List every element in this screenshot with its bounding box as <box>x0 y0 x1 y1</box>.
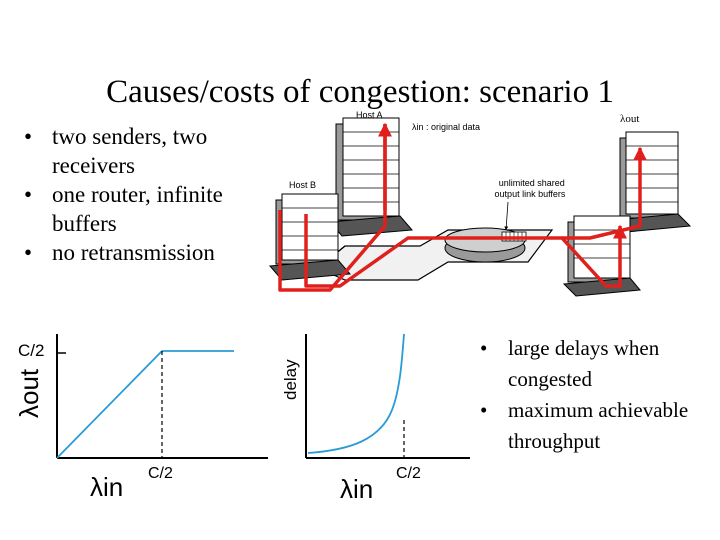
buffer-label-line: output link buffers <box>495 189 566 199</box>
throughput-graph: C/2 C/2 λout λin <box>14 334 268 502</box>
x-axis-label: λin <box>340 474 373 504</box>
page-title: Causes/costs of congestion: scenario 1 <box>106 74 614 110</box>
x-axis-label: λin <box>90 472 123 502</box>
host-a <box>328 117 414 237</box>
y-axis-label: λout <box>14 368 44 418</box>
scenario-bullets: two senders, two receivers one router, i… <box>22 122 282 267</box>
lambda-out-label: λout <box>620 113 639 125</box>
bullet-senders: two senders, two receivers <box>22 122 282 180</box>
cost-bullets: large delays when congested maximum achi… <box>478 333 708 457</box>
bullet-throughput: maximum achievable throughput <box>478 395 708 457</box>
host-a-label: Host A <box>356 110 383 120</box>
delay-curve <box>307 333 405 454</box>
bullet-delays: large delays when congested <box>478 333 708 395</box>
lambda-in-label: λin : original data <box>412 122 480 132</box>
buffer-label: unlimited shared output link buffers <box>495 178 568 199</box>
buffer-label-line: unlimited shared <box>499 178 565 188</box>
throughput-curve <box>56 350 163 459</box>
bullet-router: one router, infinite buffers <box>22 180 282 238</box>
x-tick-label: C/2 <box>396 465 421 482</box>
y-tick-label: C/2 <box>18 341 44 360</box>
delay-graph: C/2 delay λin <box>281 333 470 504</box>
flow-paths <box>278 122 647 292</box>
host-b-label: Host B <box>289 180 316 190</box>
y-axis-label: delay <box>281 359 300 400</box>
x-tick-label: C/2 <box>148 465 173 482</box>
bullet-retransmission: no retransmission <box>22 238 282 267</box>
host-b <box>268 193 352 281</box>
